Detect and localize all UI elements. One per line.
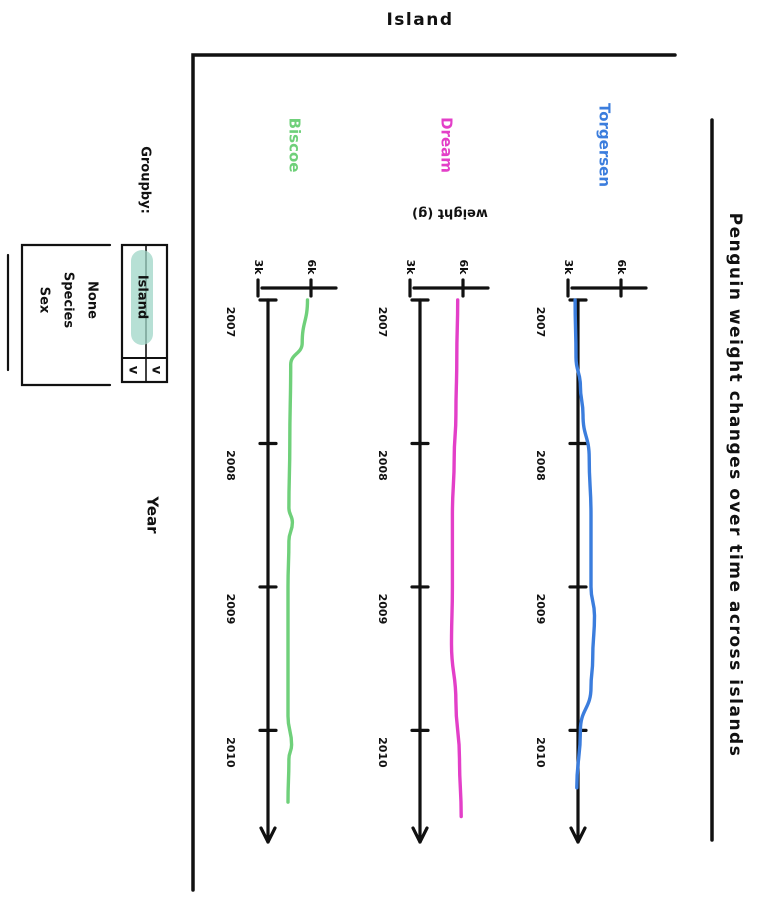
y-tick-label: 3k (252, 260, 265, 276)
x-tick-label: 2007 (376, 307, 389, 338)
facet-label: Torgersen (596, 103, 614, 187)
x-tick-label: 2007 (534, 307, 547, 338)
facet-label: Dream (438, 117, 456, 173)
y-tick-label: 6k (305, 260, 318, 276)
x-tick-label: 2010 (224, 737, 237, 768)
x-tick-label: 2009 (534, 594, 547, 625)
x-tick-label: 2009 (224, 594, 237, 625)
menu-option-sex[interactable]: Sex (37, 287, 52, 314)
chevron-down-icon[interactable]: v (126, 366, 141, 375)
column-header: Island (386, 10, 453, 30)
x-tick-label: 2010 (534, 737, 547, 768)
chevron-down-icon[interactable]: v (149, 366, 164, 375)
selected-highlight (131, 250, 153, 345)
groupby-menu: None Species Sex (6, 243, 112, 387)
x-tick-label: 2008 (224, 450, 237, 481)
facet-dream: Dream 3k 6k 2007 2008 2009 2010 (376, 117, 490, 844)
y-axis-label: weight (g) (412, 206, 488, 221)
facet-frame (191, 53, 677, 892)
y-tick-label: 6k (457, 260, 470, 276)
menu-option-species[interactable]: Species (61, 272, 76, 328)
x-tick-label: 2008 (376, 450, 389, 481)
facet-torgersen: Torgersen 3k 6k 2007 2008 2009 2010 (534, 103, 648, 844)
x-tick-label: 2010 (376, 737, 389, 768)
groupby-dropdown[interactable]: Island v v (120, 243, 169, 384)
groupby-control: Groupby: Island v v None Species Sex (6, 146, 169, 387)
menu-option-none[interactable]: None (85, 281, 100, 319)
groupby-label: Groupby: (138, 146, 153, 214)
x-tick-label: 2009 (376, 594, 389, 625)
y-tick-label: 3k (562, 260, 575, 276)
facet-label: Biscoe (286, 118, 304, 173)
series-line-dream (449, 298, 463, 819)
series-line-torgersen (573, 298, 597, 790)
x-tick-label: 2007 (224, 307, 237, 338)
year-axis-arrow (259, 826, 277, 844)
y-tick-label: 3k (404, 260, 417, 276)
x-axis-label: Year (144, 495, 162, 534)
dropdown-box (120, 243, 169, 384)
year-axis-arrow (569, 826, 587, 844)
series-line-biscoe (286, 298, 310, 804)
menu-border (20, 243, 112, 387)
x-tick-label: 2008 (534, 450, 547, 481)
y-tick-label: 6k (615, 260, 628, 276)
chart-title: Penguin weight changes over time across … (725, 213, 745, 758)
year-axis-arrow (411, 826, 429, 844)
dropdown-selected-value[interactable]: Island (135, 275, 150, 319)
facet-biscoe: Biscoe 3k 6k 2007 2008 2009 2010 (224, 118, 338, 844)
